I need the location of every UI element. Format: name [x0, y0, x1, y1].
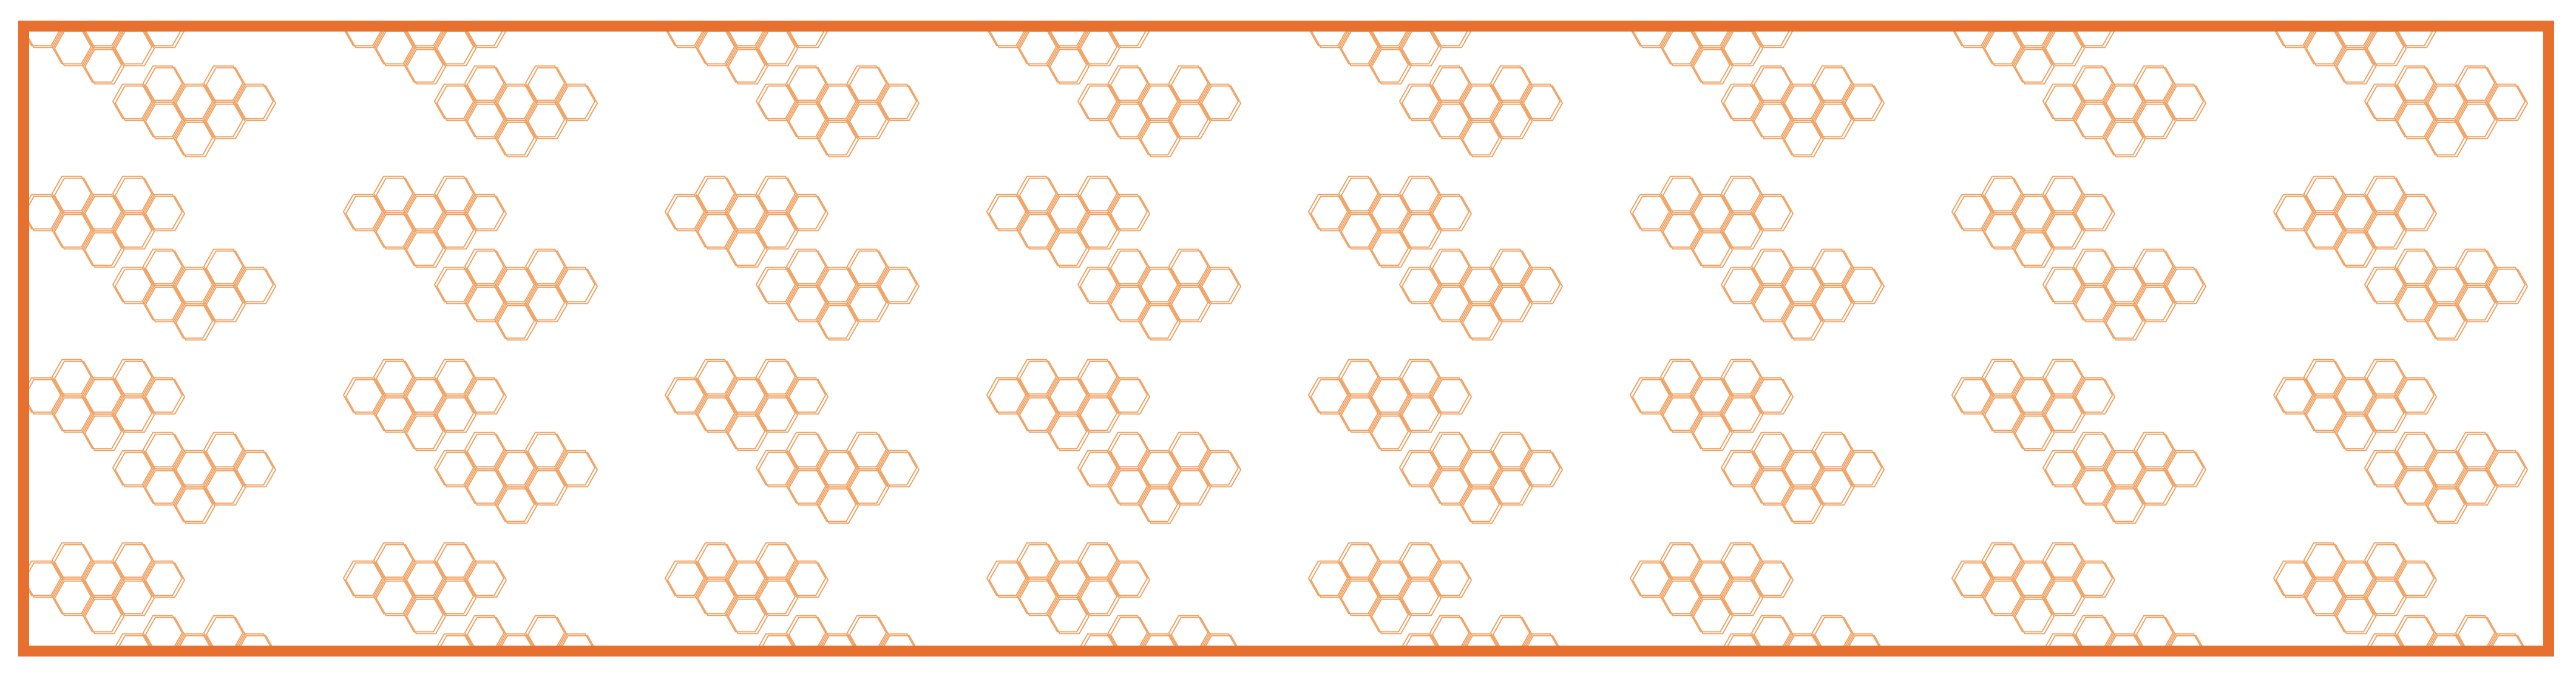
banner-frame — [18, 21, 2554, 657]
hexagon-pattern — [29, 32, 2543, 646]
